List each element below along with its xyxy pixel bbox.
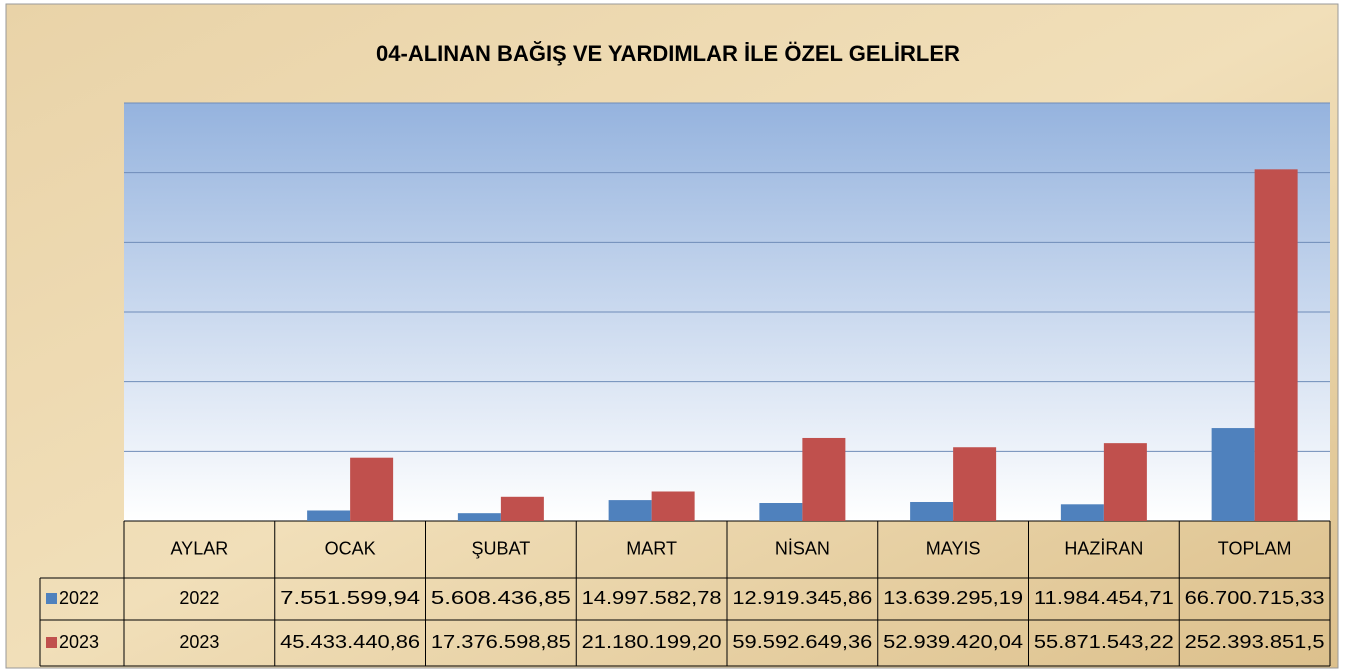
bar — [608, 500, 652, 521]
data-label: 7.551.599,94 — [280, 588, 420, 608]
bar — [457, 513, 501, 521]
legend-label: 2023 — [59, 632, 99, 652]
data-label: 17.376.598,85 — [431, 632, 571, 652]
data-label: 5.608.436,85 — [431, 588, 571, 608]
legend-label: 2022 — [59, 588, 99, 608]
x-tick-label: NİSAN — [775, 538, 830, 558]
row-label: 2023 — [179, 632, 219, 652]
x-tick-label: ŞUBAT — [472, 538, 531, 558]
bar — [500, 496, 544, 521]
bar — [802, 437, 846, 521]
bar — [953, 447, 997, 521]
data-label: 45.433.440,86 — [280, 632, 420, 652]
bar — [350, 457, 394, 521]
bar — [307, 510, 351, 521]
x-tick-label: TOPLAM — [1218, 538, 1292, 558]
bar — [1060, 504, 1104, 521]
x-tick-label: MART — [626, 538, 677, 558]
data-label: 21.180.199,20 — [582, 632, 722, 652]
data-label: 252.393.851,5 — [1185, 632, 1325, 652]
table-header: AYLAR — [171, 538, 229, 558]
bar — [1211, 428, 1255, 521]
bar — [651, 491, 695, 521]
x-tick-label: OCAK — [325, 538, 376, 558]
legend-swatch — [46, 593, 57, 604]
data-label: 59.592.649,36 — [732, 632, 872, 652]
data-label: 66.700.715,33 — [1185, 588, 1325, 608]
chart-title: 04-ALINAN BAĞIŞ VE YARDIMLAR İLE ÖZEL GE… — [376, 41, 960, 66]
data-label: 13.639.295,19 — [883, 588, 1023, 608]
data-label: 14.997.582,78 — [582, 588, 722, 608]
legend-swatch — [46, 637, 57, 648]
bar — [759, 502, 803, 521]
bar — [910, 501, 954, 521]
data-label: 52.939.420,04 — [883, 632, 1023, 652]
x-tick-label: MAYIS — [926, 538, 981, 558]
data-label: 11.984.454,71 — [1034, 588, 1174, 608]
bar — [1254, 169, 1298, 521]
bar — [1103, 443, 1147, 521]
x-tick-label: HAZİRAN — [1064, 538, 1143, 558]
row-label: 2022 — [179, 588, 219, 608]
data-label: 55.871.543,22 — [1034, 632, 1174, 652]
data-label: 12.919.345,86 — [732, 588, 872, 608]
